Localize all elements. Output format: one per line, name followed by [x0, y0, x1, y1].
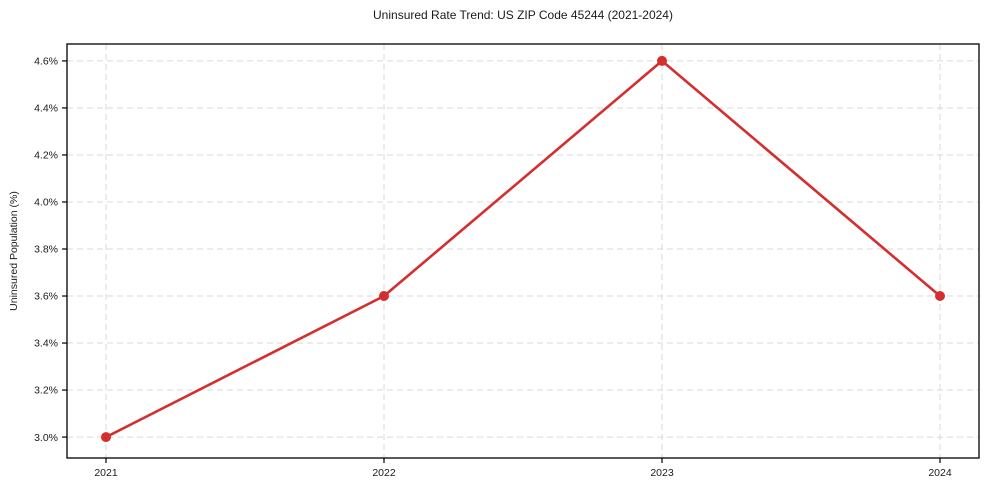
y-tick-label: 4.6% [34, 56, 58, 68]
y-tick-label: 3.6% [34, 291, 58, 303]
y-tick-label: 3.4% [34, 338, 58, 350]
y-tick-label: 4.0% [34, 197, 58, 209]
x-tick-label: 2023 [650, 467, 674, 479]
y-axis-label: Uninsured Population (%) [8, 191, 20, 311]
y-tick-label: 3.8% [34, 244, 58, 256]
y-tick-label: 4.4% [34, 103, 58, 115]
data-point-marker [379, 291, 389, 302]
y-tick-label: 4.2% [34, 150, 58, 162]
x-tick-label: 2024 [928, 467, 952, 479]
data-point-marker [101, 432, 111, 443]
chart-title: Uninsured Rate Trend: US ZIP Code 45244 … [373, 8, 673, 22]
data-point-marker [935, 291, 945, 302]
axes-border [66, 43, 980, 459]
y-tick-label: 3.2% [34, 385, 58, 397]
y-tick-label: 3.0% [34, 432, 58, 444]
x-tick-label: 2021 [94, 467, 118, 479]
series-line [104, 59, 942, 439]
data-point-marker [657, 55, 667, 66]
x-tick-label: 2022 [372, 467, 396, 479]
